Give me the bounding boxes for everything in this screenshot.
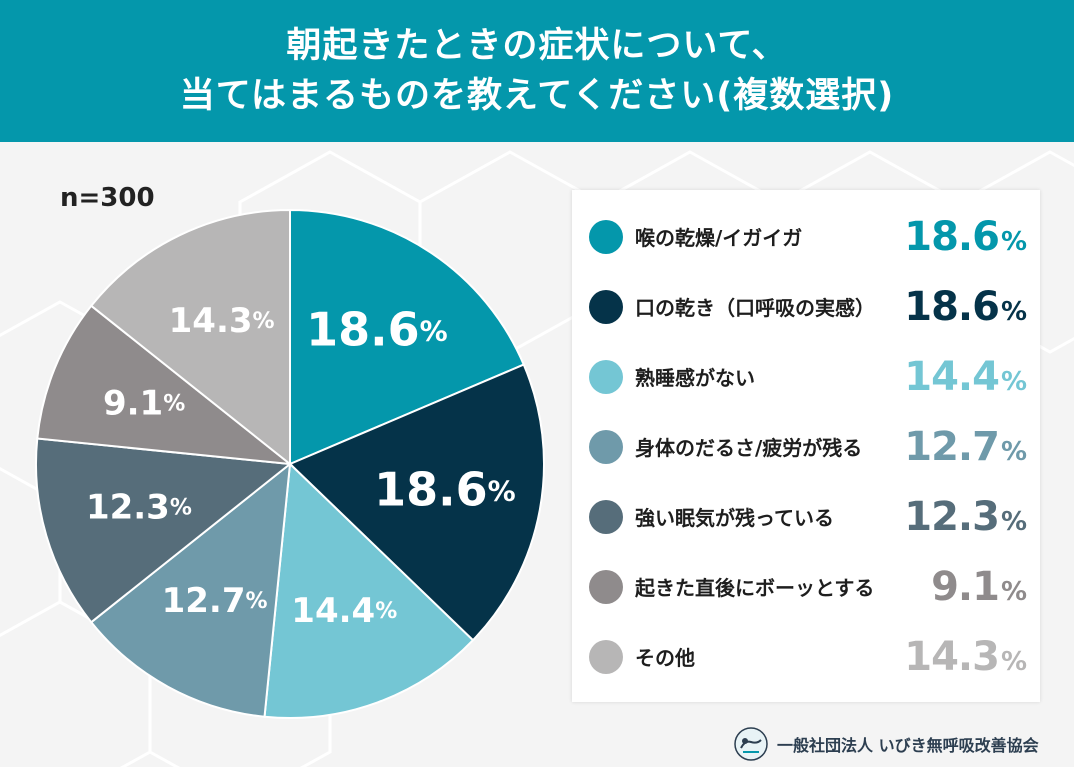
legend-value: 14.4%	[904, 353, 1027, 400]
legend-value-percent: %	[1000, 576, 1027, 607]
legend-swatch	[589, 429, 623, 464]
header-banner: 朝起きたときの症状について、 当てはまるものを教えてください(複数選択)	[0, 0, 1074, 142]
legend-swatch	[589, 289, 623, 324]
pie-chart: 18.6% 18.6% 14.4% 12.7% 12.3% 9.1% 14.3%	[35, 208, 545, 720]
legend-item: 強い眠気が残っている 12.3%	[572, 480, 1040, 553]
slice-data-label: 12.3%	[86, 487, 192, 527]
legend-item: 口の乾き（口呼吸の実感） 18.6%	[572, 270, 1040, 343]
pie-slice	[89, 461, 292, 718]
pie-slice	[89, 208, 291, 467]
pie-slice	[263, 461, 475, 720]
sample-size: n=300	[60, 183, 155, 213]
slice-data-label: 18.6%	[374, 462, 516, 516]
legend-swatch	[589, 499, 623, 534]
legend-swatch	[589, 219, 623, 254]
slice-data-label: 18.6%	[306, 302, 448, 356]
legend-value-percent: %	[1000, 646, 1027, 677]
legend-value-percent: %	[1000, 506, 1027, 537]
legend-item: 熟睡感がない 14.4%	[572, 340, 1040, 413]
legend-value-percent: %	[1000, 366, 1027, 397]
legend-value-number: 18.6	[904, 283, 1000, 330]
legend-item: 起きた直後にボーッとする 9.1%	[572, 550, 1040, 623]
pie-slice	[289, 208, 526, 466]
legend-label: 起きた直後にボーッとする	[635, 576, 875, 600]
legend-label: 喉の乾燥/イガイガ	[635, 226, 803, 250]
slice-data-label: 9.1%	[103, 383, 185, 423]
legend-label: 熟睡感がない	[635, 366, 755, 390]
legend-label: 口の乾き（口呼吸の実感）	[635, 296, 875, 320]
slice-data-label: 14.4%	[291, 590, 397, 630]
legend-value-percent: %	[1000, 226, 1027, 257]
legend-swatch	[589, 639, 623, 674]
legend-value-number: 14.4	[904, 353, 1000, 400]
legend-value: 14.3%	[904, 633, 1027, 680]
organization-name: 一般社団法人 いびき無呼吸改善協会	[777, 736, 1039, 755]
legend-swatch	[589, 569, 623, 604]
slice-data-label: 14.3%	[169, 301, 275, 341]
legend-value-number: 12.3	[904, 493, 1000, 540]
pie-slice	[288, 363, 545, 642]
legend-value-percent: %	[1000, 436, 1027, 467]
legend-swatch	[589, 359, 623, 394]
legend-panel: 喉の乾燥/イガイガ 18.6% 口の乾き（口呼吸の実感） 18.6% 熟睡感がない 14.…	[572, 190, 1040, 702]
legend-value-number: 9.1	[931, 563, 1000, 610]
footer-credit: 一般社団法人 いびき無呼吸改善協会	[733, 726, 1039, 762]
legend-value: 9.1%	[931, 563, 1027, 610]
legend-value-percent: %	[1000, 296, 1027, 327]
legend-value-number: 14.3	[904, 633, 1000, 680]
legend-item: その他 14.3%	[572, 620, 1040, 693]
legend-value: 18.6%	[904, 213, 1027, 260]
legend-value-number: 12.7	[904, 423, 1000, 470]
legend-label: その他	[635, 646, 695, 670]
title-line-2: 当てはまるものを教えてください(複数選択)	[179, 76, 895, 116]
legend-label: 身体のだるさ/疲労が残る	[635, 436, 863, 460]
slice-data-label: 12.7%	[162, 581, 268, 621]
legend-value: 18.6%	[904, 283, 1027, 330]
legend-item: 身体のだるさ/疲労が残る 12.7%	[572, 410, 1040, 483]
legend-value-number: 18.6	[904, 213, 1000, 260]
legend-value: 12.7%	[904, 423, 1027, 470]
legend-label: 強い眠気が残っている	[635, 506, 834, 530]
legend-value: 12.3%	[904, 493, 1027, 540]
legend-item: 喉の乾燥/イガイガ 18.6%	[572, 200, 1040, 273]
title-line-1: 朝起きたときの症状について、	[286, 26, 788, 66]
pie-slice	[35, 437, 293, 624]
pie-slice	[36, 304, 294, 466]
sleeping-person-icon	[734, 727, 768, 761]
